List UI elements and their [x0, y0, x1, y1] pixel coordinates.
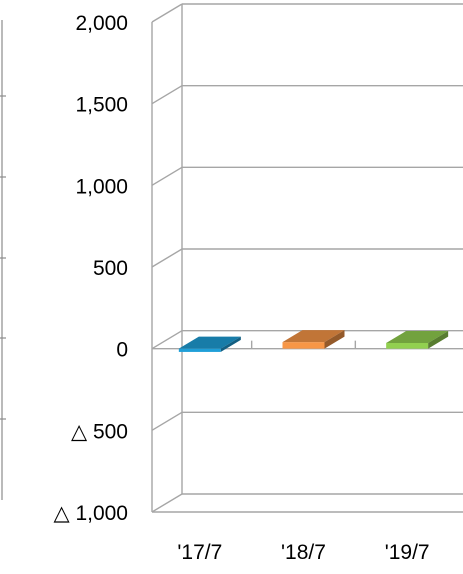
gridline-wall	[151, 411, 183, 431]
gridline-wall	[151, 3, 183, 23]
gridline-wall	[151, 166, 183, 186]
bar-front-face	[386, 342, 429, 349]
bar-side-face	[220, 336, 241, 352]
gridline-wall	[151, 330, 183, 350]
y-tick-label: 0	[116, 339, 128, 362]
bar-top-face	[386, 330, 449, 343]
x-tick-label: '17/7	[177, 541, 222, 564]
y-tick-label: 500	[93, 257, 128, 280]
y-tick-label: △ 500	[71, 420, 128, 443]
y-tick-label: 1,500	[75, 94, 128, 117]
chart-frame	[151, 4, 463, 513]
y-tick-label: △ 1,000	[53, 502, 128, 525]
bar-2	[386, 330, 449, 349]
floor-left-edge	[151, 493, 183, 513]
bar-top-face	[178, 336, 241, 349]
bar-front-face	[282, 342, 325, 349]
bar-top-face	[282, 330, 345, 343]
bar-1	[282, 330, 345, 349]
x-tick-label: '18/7	[281, 541, 326, 564]
gridline-wall	[151, 248, 183, 268]
gridlines	[151, 3, 463, 431]
bar-front-face	[178, 348, 221, 352]
x-tick-label: '19/7	[385, 541, 430, 564]
left-panel-edge	[0, 20, 6, 500]
bars	[178, 330, 449, 352]
x-axis-tick-labels: '17/7 '18/7 '19/7	[177, 541, 429, 564]
y-tick-label: 2,000	[75, 12, 128, 35]
bar-side-face	[428, 330, 449, 349]
bar-0	[178, 336, 241, 352]
gridline-wall	[151, 85, 183, 105]
y-tick-label: 1,000	[75, 175, 128, 198]
y-axis-tick-labels: 2,000 1,500 1,000 500 0 △ 500 △ 1,000	[53, 12, 128, 525]
bar-side-face	[324, 330, 345, 349]
